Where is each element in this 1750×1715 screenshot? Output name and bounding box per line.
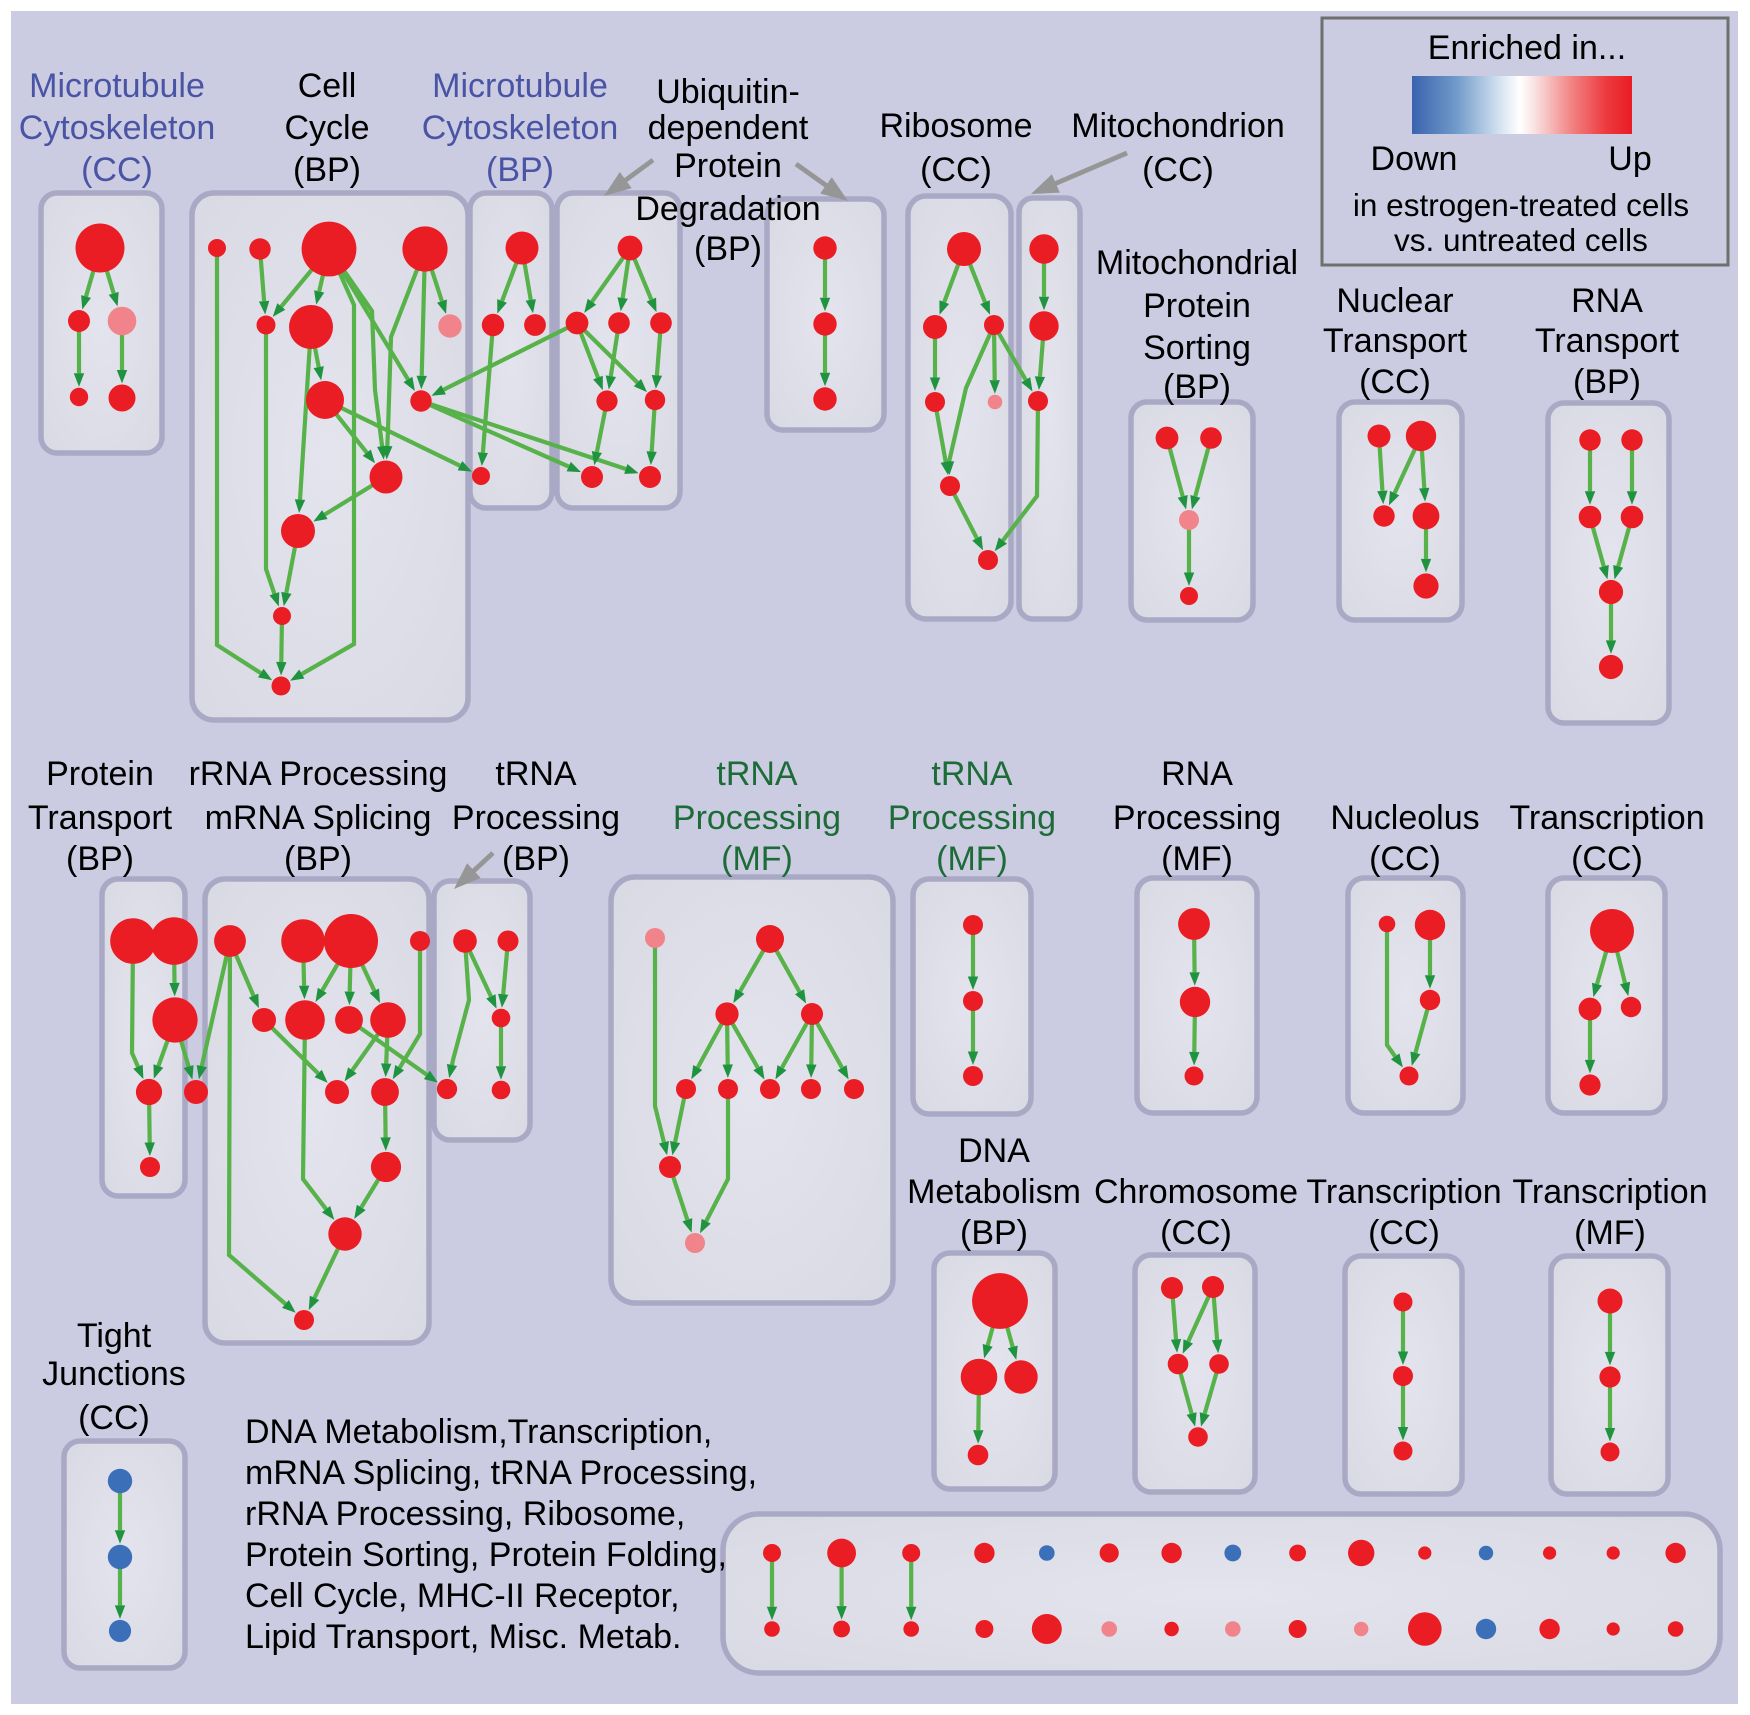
svg-text:(MF): (MF) bbox=[721, 840, 793, 878]
svg-text:(BP): (BP) bbox=[293, 151, 361, 189]
svg-text:(MF): (MF) bbox=[1161, 840, 1233, 878]
svg-text:(CC): (CC) bbox=[78, 1399, 150, 1437]
svg-text:(CC): (CC) bbox=[920, 151, 992, 189]
svg-text:Lipid Transport, Misc. Metab.: Lipid Transport, Misc. Metab. bbox=[245, 1618, 682, 1656]
svg-text:Processing: Processing bbox=[888, 799, 1056, 837]
svg-text:Processing: Processing bbox=[452, 799, 620, 837]
svg-text:Ubiquitin-: Ubiquitin- bbox=[656, 73, 800, 111]
svg-text:Transcription: Transcription bbox=[1512, 1173, 1707, 1211]
svg-text:Protein Sorting, Protein Foldi: Protein Sorting, Protein Folding, bbox=[245, 1536, 727, 1574]
svg-text:(CC): (CC) bbox=[1368, 1214, 1440, 1252]
svg-text:rRNA Processing: rRNA Processing bbox=[189, 755, 448, 793]
svg-text:Metabolism: Metabolism bbox=[907, 1173, 1081, 1211]
svg-text:Cell: Cell bbox=[298, 67, 357, 105]
svg-text:DNA Metabolism,Transcription,: DNA Metabolism,Transcription, bbox=[245, 1413, 712, 1451]
svg-text:Transport: Transport bbox=[28, 799, 173, 837]
svg-text:(BP): (BP) bbox=[284, 840, 352, 878]
svg-text:(CC): (CC) bbox=[1142, 151, 1214, 189]
svg-text:Protein: Protein bbox=[1143, 287, 1251, 325]
svg-text:Down: Down bbox=[1371, 140, 1458, 178]
svg-text:RNA: RNA bbox=[1571, 282, 1643, 320]
svg-text:tRNA: tRNA bbox=[931, 755, 1013, 793]
svg-text:(BP): (BP) bbox=[486, 151, 554, 189]
svg-text:Junctions: Junctions bbox=[42, 1355, 186, 1393]
svg-text:(CC): (CC) bbox=[1359, 363, 1431, 401]
svg-text:(BP): (BP) bbox=[1573, 363, 1641, 401]
svg-text:Protein: Protein bbox=[46, 755, 154, 793]
svg-text:Mitochondrion: Mitochondrion bbox=[1071, 107, 1285, 145]
svg-text:Up: Up bbox=[1608, 140, 1651, 178]
svg-text:mRNA Splicing: mRNA Splicing bbox=[205, 799, 432, 837]
svg-text:(MF): (MF) bbox=[936, 840, 1008, 878]
svg-text:vs. untreated cells: vs. untreated cells bbox=[1394, 222, 1648, 258]
svg-text:DNA: DNA bbox=[958, 1132, 1030, 1170]
svg-text:Chromosome: Chromosome bbox=[1094, 1173, 1298, 1211]
svg-text:Nucleolus: Nucleolus bbox=[1330, 799, 1479, 837]
svg-text:dependent: dependent bbox=[648, 109, 809, 147]
svg-text:Enriched in...: Enriched in... bbox=[1428, 29, 1626, 67]
svg-text:mRNA Splicing, tRNA Processing: mRNA Splicing, tRNA Processing, bbox=[245, 1454, 757, 1492]
svg-text:Sorting: Sorting bbox=[1143, 329, 1251, 367]
svg-text:(CC): (CC) bbox=[81, 151, 153, 189]
svg-text:(BP): (BP) bbox=[960, 1214, 1028, 1252]
svg-text:Transport: Transport bbox=[1535, 322, 1680, 360]
svg-text:Transcription: Transcription bbox=[1509, 799, 1704, 837]
svg-text:(BP): (BP) bbox=[694, 230, 762, 268]
svg-text:Cytoskeleton: Cytoskeleton bbox=[19, 109, 216, 147]
svg-text:Processing: Processing bbox=[673, 799, 841, 837]
svg-text:tRNA: tRNA bbox=[716, 755, 798, 793]
svg-text:tRNA: tRNA bbox=[495, 755, 577, 793]
svg-text:rRNA Processing, Ribosome,: rRNA Processing, Ribosome, bbox=[245, 1495, 685, 1533]
svg-text:Nuclear: Nuclear bbox=[1336, 282, 1453, 320]
svg-text:(MF): (MF) bbox=[1574, 1214, 1646, 1252]
svg-text:(BP): (BP) bbox=[66, 840, 134, 878]
svg-text:Transcription: Transcription bbox=[1306, 1173, 1501, 1211]
svg-text:Protein: Protein bbox=[674, 147, 782, 185]
svg-text:Processing: Processing bbox=[1113, 799, 1281, 837]
svg-text:(CC): (CC) bbox=[1571, 840, 1643, 878]
svg-text:Microtubule: Microtubule bbox=[432, 67, 608, 105]
svg-text:Cell Cycle, MHC-II Receptor,: Cell Cycle, MHC-II Receptor, bbox=[245, 1577, 680, 1615]
svg-text:(BP): (BP) bbox=[502, 840, 570, 878]
svg-text:Tight: Tight bbox=[77, 1317, 152, 1355]
svg-text:Transport: Transport bbox=[1323, 322, 1468, 360]
svg-text:Degradation: Degradation bbox=[635, 190, 820, 228]
svg-text:(CC): (CC) bbox=[1160, 1214, 1232, 1252]
svg-text:Mitochondrial: Mitochondrial bbox=[1096, 244, 1298, 282]
svg-text:Cytoskeleton: Cytoskeleton bbox=[422, 109, 619, 147]
svg-text:Ribosome: Ribosome bbox=[879, 107, 1032, 145]
svg-text:(CC): (CC) bbox=[1369, 840, 1441, 878]
svg-text:Microtubule: Microtubule bbox=[29, 67, 205, 105]
svg-text:RNA: RNA bbox=[1161, 755, 1233, 793]
svg-text:(BP): (BP) bbox=[1163, 368, 1231, 406]
svg-text:in estrogen-treated cells: in estrogen-treated cells bbox=[1353, 187, 1689, 223]
svg-text:Cycle: Cycle bbox=[284, 109, 369, 147]
